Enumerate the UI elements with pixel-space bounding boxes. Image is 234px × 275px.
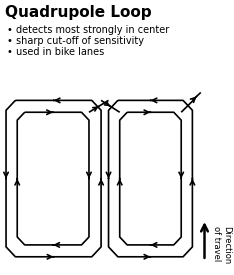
Text: Direction
of travel: Direction of travel — [212, 226, 231, 264]
Text: Quadrupole Loop: Quadrupole Loop — [5, 5, 152, 20]
Text: • detects most strongly in center: • detects most strongly in center — [7, 25, 169, 35]
Text: • used in bike lanes: • used in bike lanes — [7, 47, 104, 57]
Text: • sharp cut-off of sensitivity: • sharp cut-off of sensitivity — [7, 36, 144, 46]
